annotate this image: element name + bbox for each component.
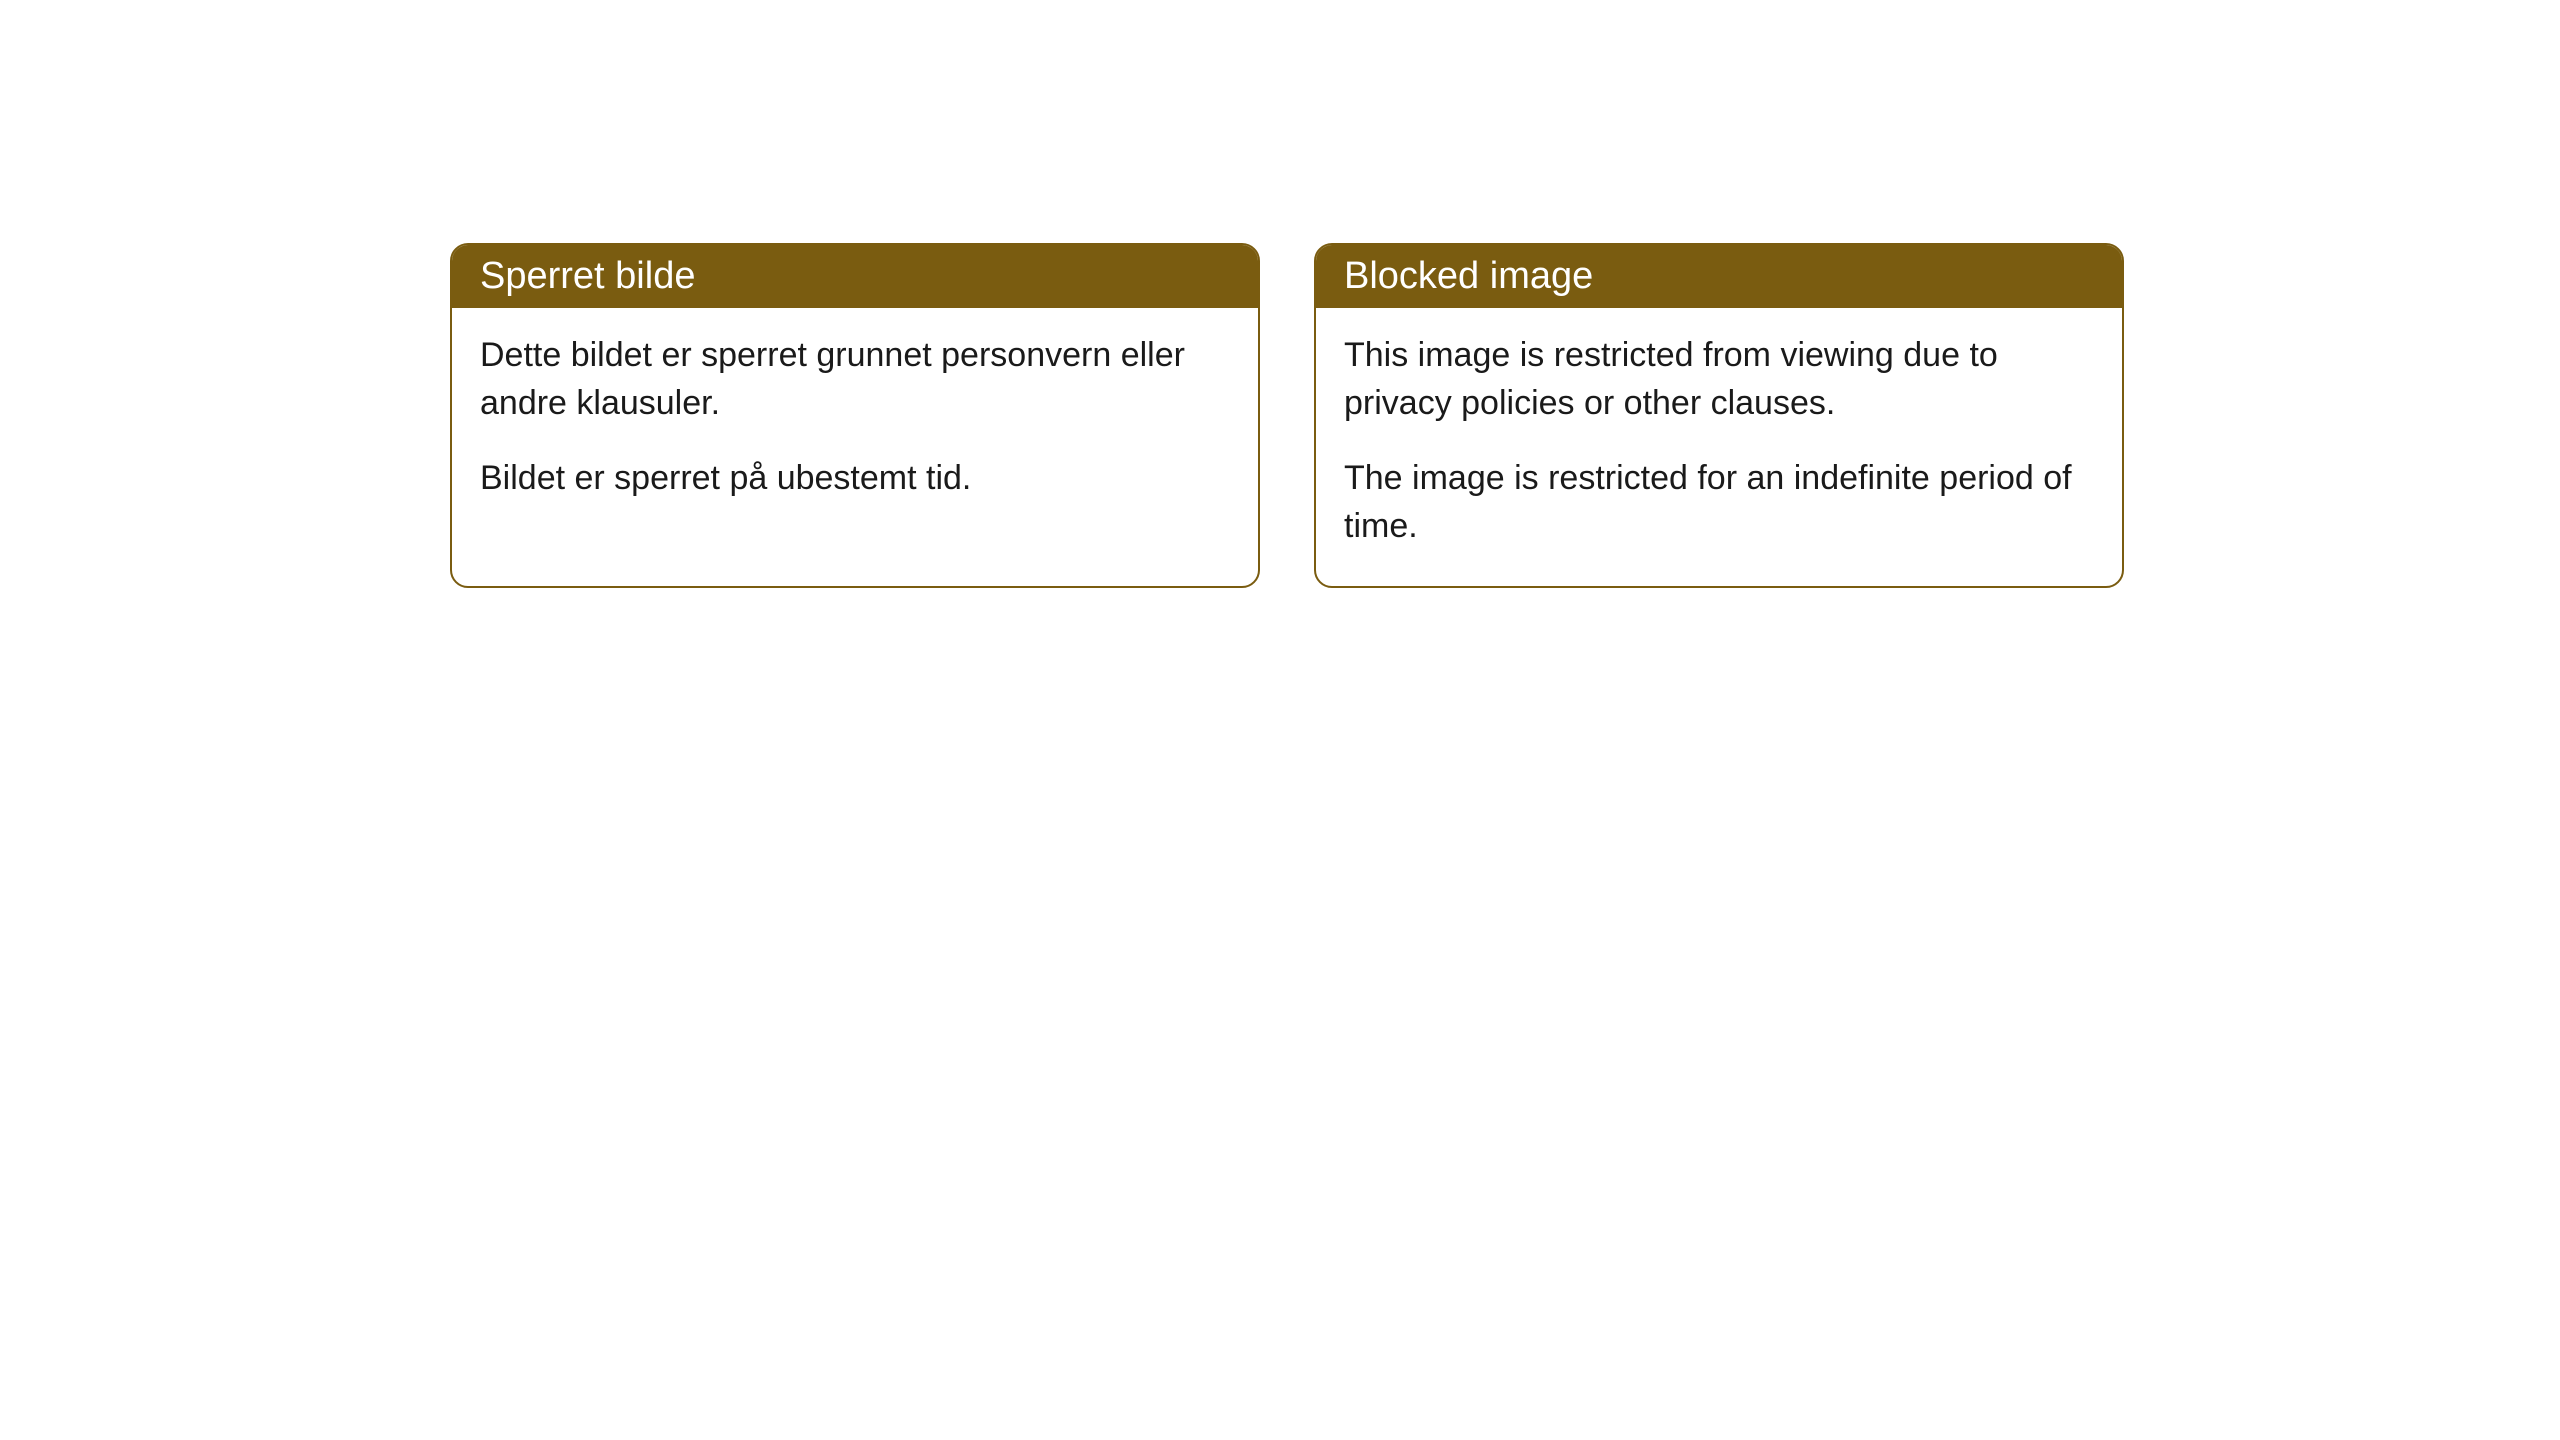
- card-norwegian: Sperret bilde Dette bildet er sperret gr…: [450, 243, 1260, 588]
- card-english: Blocked image This image is restricted f…: [1314, 243, 2124, 588]
- card-body-norwegian: Dette bildet er sperret grunnet personve…: [452, 308, 1258, 539]
- card-paragraph-2-english: The image is restricted for an indefinit…: [1344, 455, 2094, 550]
- card-paragraph-1-english: This image is restricted from viewing du…: [1344, 332, 2094, 427]
- card-header-english: Blocked image: [1316, 245, 2122, 308]
- card-paragraph-2-norwegian: Bildet er sperret på ubestemt tid.: [480, 455, 1230, 503]
- cards-container: Sperret bilde Dette bildet er sperret gr…: [450, 243, 2124, 588]
- card-body-english: This image is restricted from viewing du…: [1316, 308, 2122, 586]
- card-header-norwegian: Sperret bilde: [452, 245, 1258, 308]
- card-paragraph-1-norwegian: Dette bildet er sperret grunnet personve…: [480, 332, 1230, 427]
